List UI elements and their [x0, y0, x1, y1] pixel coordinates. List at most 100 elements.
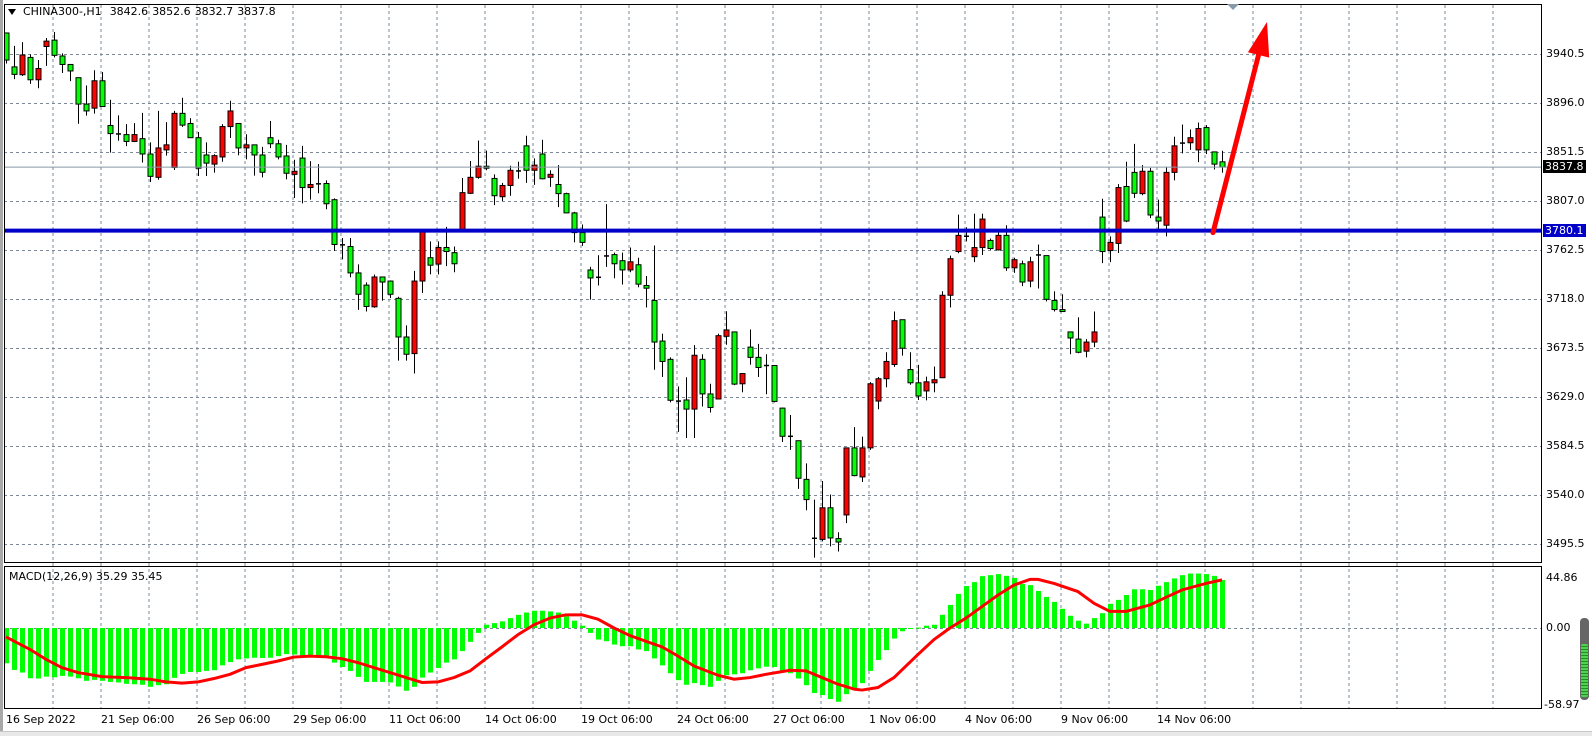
candle-body	[907, 369, 914, 384]
macd-histogram-bar	[1148, 589, 1153, 628]
candle	[403, 325, 410, 361]
candle	[11, 45, 18, 80]
macd-histogram-bar	[220, 628, 225, 666]
candle-body	[987, 239, 994, 250]
candle-body	[211, 155, 218, 165]
candle-body	[147, 153, 154, 177]
candle-body	[227, 110, 234, 128]
candle	[27, 54, 34, 84]
macd-histogram-bar	[460, 628, 465, 652]
candle	[851, 427, 858, 477]
candle-body	[1155, 216, 1162, 222]
grid	[4, 5, 1541, 709]
candle-body	[547, 173, 554, 178]
symbol-timeframe: CHINA300-,H1	[23, 5, 102, 18]
macd-histogram-bar	[684, 628, 689, 685]
macd-histogram-bar	[1036, 590, 1041, 628]
candle-body	[947, 258, 954, 296]
horizontal-line-price-label: 3780.1	[1543, 223, 1586, 237]
candle-body	[75, 77, 82, 105]
candle-body	[163, 144, 170, 151]
candle	[467, 161, 474, 194]
macd-histogram-bar	[68, 628, 73, 677]
candle-body	[891, 320, 898, 366]
candle-body	[1075, 338, 1082, 353]
macd-histogram-bar	[748, 628, 753, 671]
candle	[1051, 291, 1058, 312]
candle	[355, 264, 362, 310]
macd-histogram-bar	[540, 610, 545, 628]
candle-body	[99, 80, 106, 108]
candle-body	[179, 112, 186, 126]
price-axis-label: 3673.5	[1546, 341, 1585, 354]
candle	[555, 165, 562, 208]
candle-body	[219, 126, 226, 158]
candle	[779, 407, 786, 443]
macd-histogram-bar	[188, 628, 193, 672]
time-axis-label: 29 Sep 06:00	[293, 713, 367, 726]
macd-histogram-bar	[420, 628, 425, 678]
macd-histogram-bar	[1020, 584, 1025, 628]
candle-body	[1011, 259, 1018, 269]
candle	[1083, 339, 1090, 358]
candle-body	[1099, 216, 1106, 253]
macd-axis-min: -58.97	[1544, 698, 1580, 711]
candle	[1171, 136, 1178, 181]
price-axis-label: 3851.5	[1546, 145, 1585, 158]
macd-histogram-bar	[828, 628, 833, 700]
macd-histogram-bar	[1108, 603, 1113, 628]
macd-histogram-bar	[956, 593, 961, 628]
candle-body	[1147, 170, 1154, 216]
macd-histogram-bar	[588, 628, 593, 633]
candle	[788, 414, 793, 450]
price-axis-label: 3540.0	[1546, 488, 1585, 501]
candle-body	[291, 170, 298, 175]
collapse-triangle-icon[interactable]	[8, 8, 16, 15]
candle-body	[1067, 331, 1074, 339]
candle	[1003, 225, 1010, 271]
candle-body	[395, 297, 402, 338]
bottom-strip	[0, 731, 1592, 736]
candle-body	[1027, 261, 1034, 282]
scale-slider-fill	[1581, 644, 1588, 697]
candle	[747, 329, 754, 365]
macd-histogram-bar	[1220, 580, 1225, 628]
macd-histogram-bar	[852, 628, 857, 690]
candle	[267, 121, 274, 149]
candle	[1091, 311, 1098, 348]
macd-histogram-bar	[908, 628, 913, 629]
candle	[371, 274, 378, 308]
macd-histogram-bar	[164, 628, 169, 685]
candle-body	[91, 80, 98, 109]
candle	[283, 144, 290, 180]
macd-histogram-bar	[564, 616, 569, 628]
candle-body	[387, 280, 394, 295]
time-axis-label: 16 Sep 2022	[6, 713, 76, 726]
candle-body	[723, 329, 730, 337]
candle-body	[51, 39, 58, 56]
candle	[755, 343, 762, 377]
macd-histogram-bar	[76, 628, 81, 679]
time-axis-label: 26 Sep 06:00	[197, 713, 271, 726]
candle-body	[835, 538, 842, 543]
scale-slider[interactable]	[1580, 618, 1589, 700]
candle-body	[531, 164, 538, 171]
chart-shift-marker-icon[interactable]	[1227, 4, 1239, 10]
candle-body	[59, 55, 66, 65]
macd-histogram-bar	[716, 628, 721, 681]
candle-body	[1083, 341, 1090, 352]
macd-histogram-bar	[380, 628, 385, 682]
candle-body	[667, 358, 674, 401]
price-axis-label: 3584.5	[1546, 439, 1585, 452]
macd-histogram-bar	[1204, 574, 1209, 628]
macd-histogram-bar	[1092, 618, 1097, 628]
macd-histogram-bar	[884, 628, 889, 651]
candle-body	[539, 153, 546, 180]
price-axis-label: 3718.0	[1546, 292, 1585, 305]
macd-histogram-bar	[1060, 608, 1065, 628]
macd-histogram-bar	[84, 628, 89, 681]
candle	[563, 192, 570, 214]
candle	[443, 226, 450, 267]
macd-signal-line	[5, 577, 1223, 692]
